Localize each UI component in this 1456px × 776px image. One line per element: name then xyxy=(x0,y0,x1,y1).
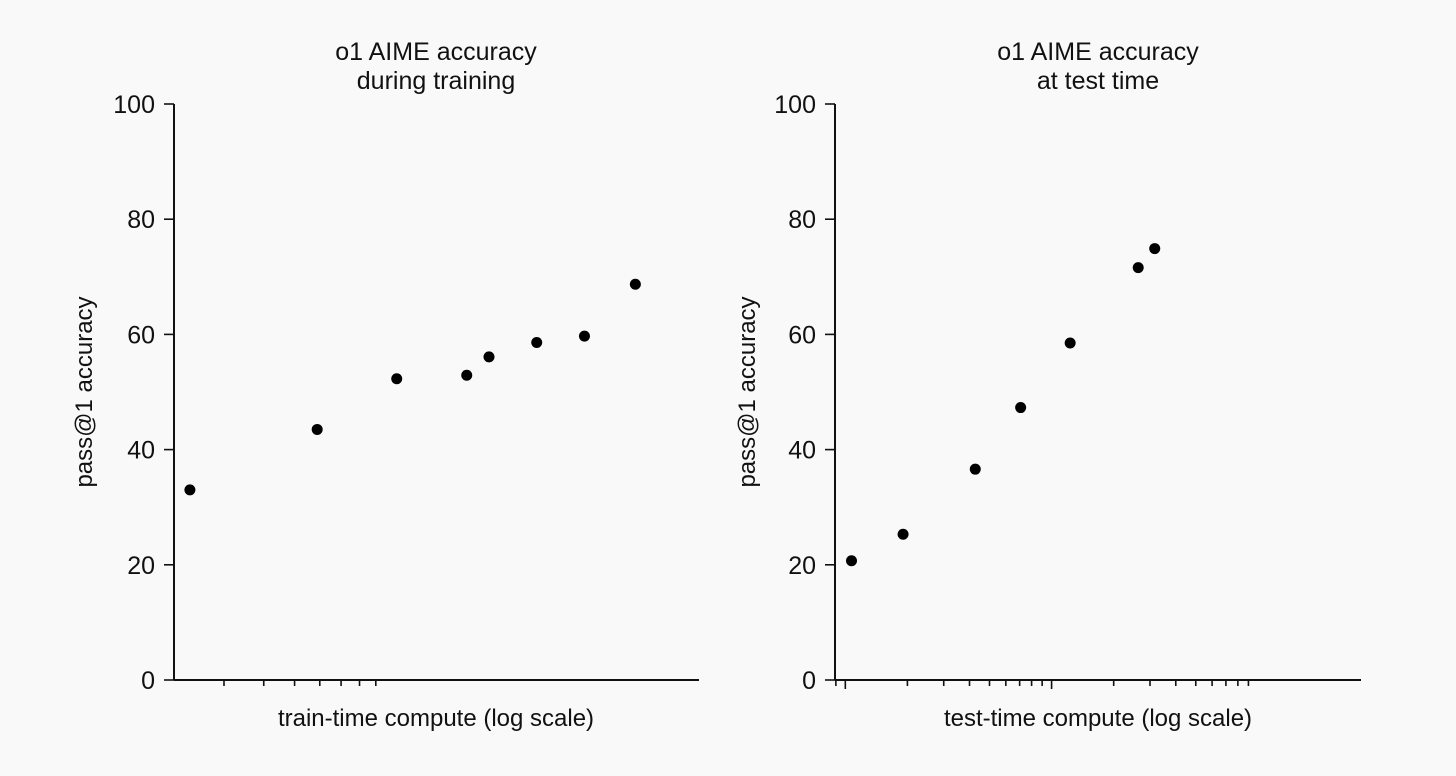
y-axis-ticks: 0 20 40 60 80 100 xyxy=(774,91,835,695)
training-accuracy-chart: o1 AIME accuracy during training pass@1 … xyxy=(71,38,699,732)
data-point xyxy=(1015,402,1027,414)
y-tick-label: 60 xyxy=(127,321,155,349)
data-point xyxy=(629,278,641,290)
data-point xyxy=(846,555,858,567)
chart-title-line-1: o1 AIME accuracy xyxy=(997,38,1199,66)
y-tick-label: 0 xyxy=(141,667,155,695)
data-point xyxy=(483,351,495,363)
data-point xyxy=(391,373,403,385)
y-axis-ticks: 0 20 40 60 80 100 xyxy=(113,91,174,695)
data-points xyxy=(846,243,1161,567)
data-point xyxy=(897,528,909,540)
data-point xyxy=(461,369,473,381)
y-tick-label: 40 xyxy=(127,437,155,465)
chart-title-line-2: during training xyxy=(357,67,515,95)
data-point xyxy=(311,423,323,435)
y-tick-label: 80 xyxy=(788,206,816,234)
y-tick-label: 60 xyxy=(788,321,816,349)
y-tick-label: 20 xyxy=(788,552,816,580)
x-axis-label: test-time compute (log scale) xyxy=(944,705,1252,732)
data-point xyxy=(1064,337,1076,349)
y-axis-label: pass@1 accuracy xyxy=(71,296,98,487)
y-tick-label: 0 xyxy=(802,667,816,695)
data-point xyxy=(184,484,196,496)
data-point xyxy=(1132,262,1144,274)
y-tick-label: 20 xyxy=(127,552,155,580)
y-tick-label: 100 xyxy=(113,91,155,119)
chart-title-line-1: o1 AIME accuracy xyxy=(335,38,537,66)
data-points xyxy=(184,278,641,496)
data-point xyxy=(1149,243,1161,255)
x-axis-ticks xyxy=(835,680,1250,689)
y-tick-label: 100 xyxy=(774,91,816,119)
y-tick-label: 80 xyxy=(127,206,155,234)
y-axis-label: pass@1 accuracy xyxy=(734,296,761,487)
data-point xyxy=(578,330,590,342)
data-point xyxy=(531,336,543,348)
x-axis-label: train-time compute (log scale) xyxy=(278,705,594,732)
chart-title-line-2: at test time xyxy=(1037,67,1159,95)
y-tick-label: 40 xyxy=(788,437,816,465)
test-time-accuracy-chart: o1 AIME accuracy at test time pass@1 acc… xyxy=(734,38,1361,732)
data-point xyxy=(969,463,981,475)
